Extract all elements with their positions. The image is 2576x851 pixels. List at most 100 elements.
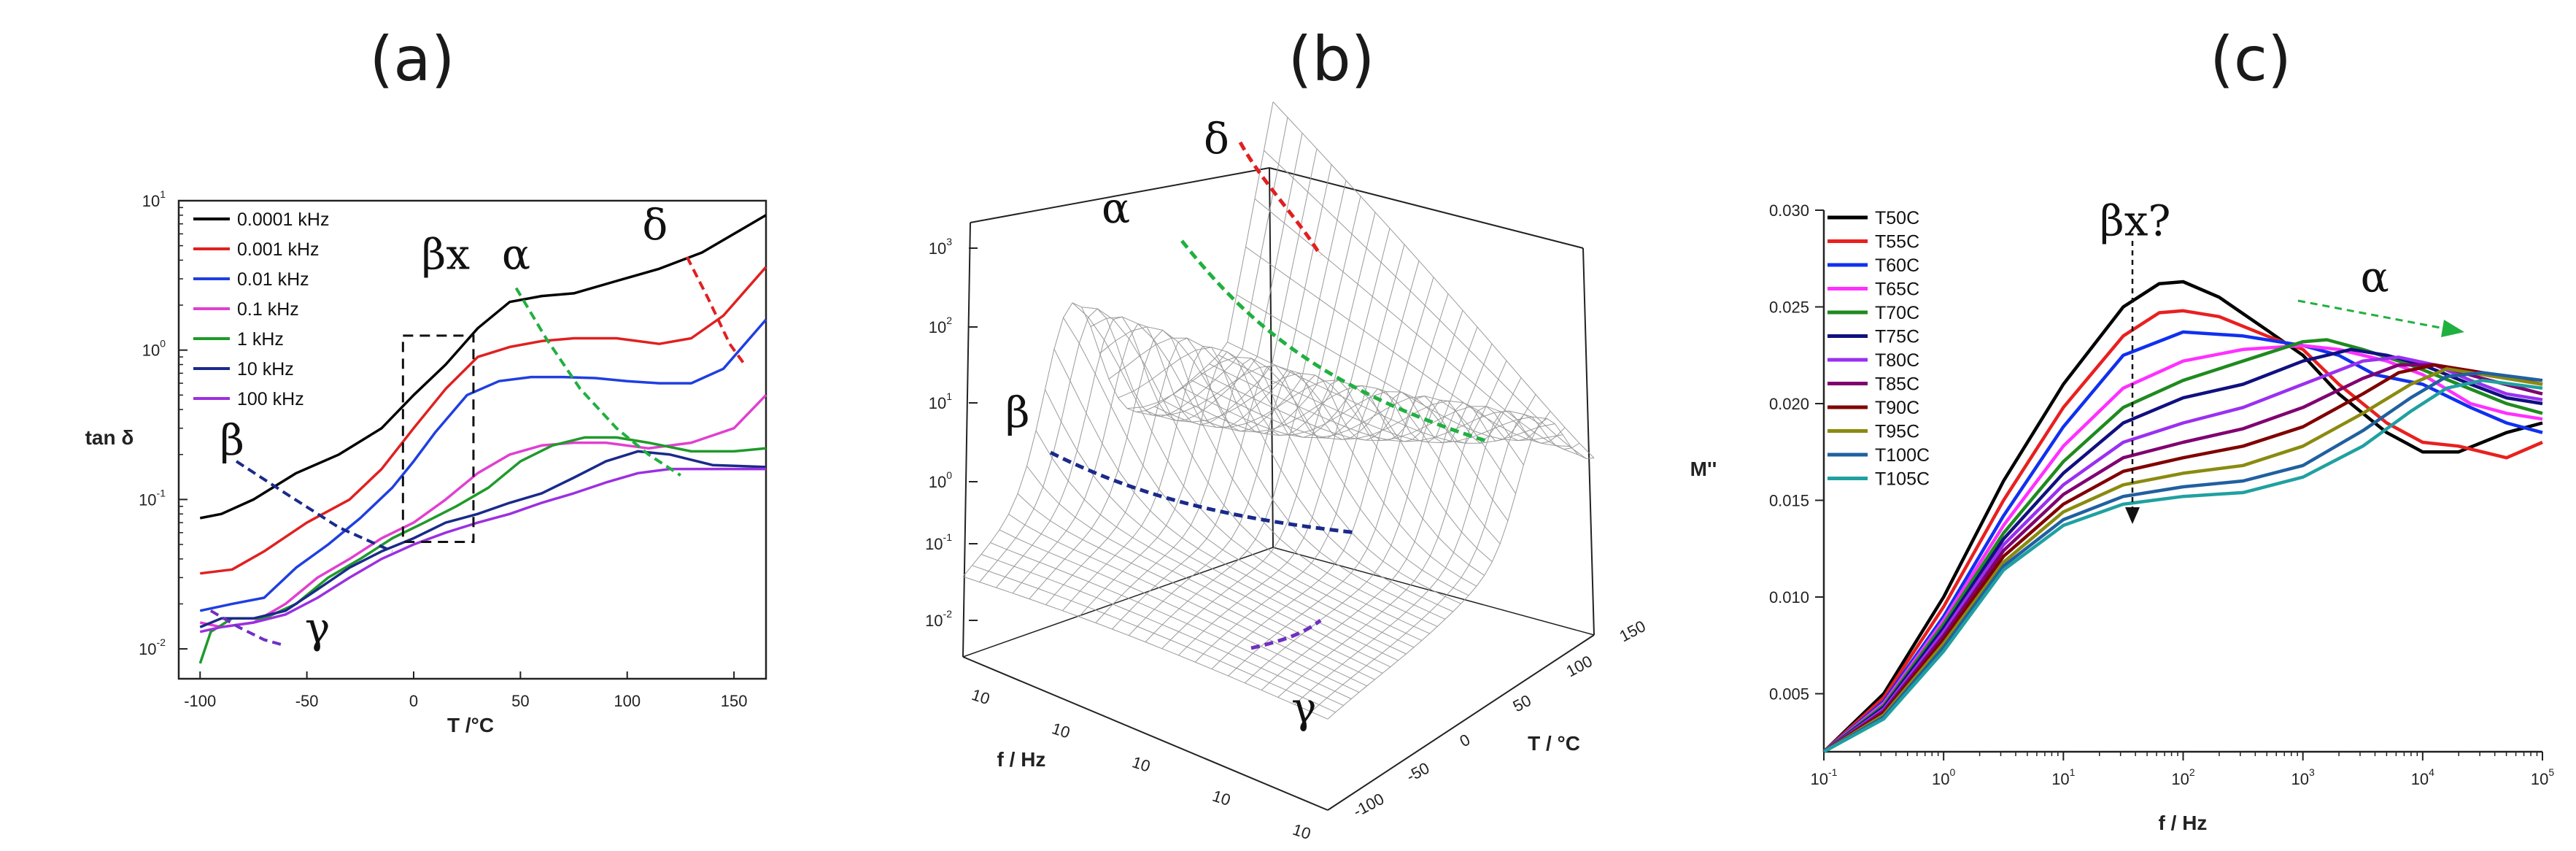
panel-b-delta-guide	[1238, 141, 1323, 257]
panel-c-x-tick-label: 103	[2291, 766, 2315, 788]
panel-b-mesh-line-v	[1045, 389, 1399, 661]
panel-a-x-tick-label: 150	[721, 692, 748, 710]
panel-b-back-top-edge	[970, 167, 1270, 223]
panel-b-T-axis: 150 100 50 0 -50 -100	[1350, 617, 1649, 820]
panel-b-label-delta: δ	[1204, 114, 1229, 163]
panel-b-f-tick-label: 10	[1291, 820, 1313, 843]
panel-b-beta-guide	[1049, 450, 1358, 535]
panel-b-mesh-line-v	[962, 576, 1328, 720]
panel-b-z-tick-label: 101	[929, 390, 952, 412]
panel-b-label-beta: β	[1005, 388, 1030, 437]
panel-c-legend-label: T75C	[1875, 327, 1919, 347]
panel-c-beta-x-arrowhead	[2125, 507, 2140, 524]
panel-a-annotation-4: δ	[642, 200, 668, 250]
panel-b-T-tick-label: -100	[1350, 790, 1388, 821]
panel-c-x-tick-label: 102	[2171, 766, 2194, 788]
panel-a-series-0	[199, 214, 767, 520]
panel-b-mesh-line-v	[980, 554, 1344, 706]
panel-a-annotations: β γ βx α δ	[220, 200, 668, 652]
panel-a-guide-1	[685, 256, 746, 366]
panel-a-y-title: tan δ	[85, 426, 134, 449]
panel-b-mesh-line-v	[1254, 199, 1579, 455]
panel-b-f-tick-label: 10	[1050, 719, 1072, 742]
panel-b-floor-back-edge	[962, 547, 1274, 658]
panel-b-mesh-line-v	[1264, 150, 1587, 459]
panel-b-f-tick-label: 10	[970, 685, 992, 708]
panel-c-y-tick-label: 0.030	[1769, 201, 1809, 220]
panel-b-mesh-line-u	[1078, 212, 1376, 617]
panel-c-series-0	[1822, 280, 2543, 753]
panel-b-f-axis-line	[962, 656, 1328, 811]
panel-label-a: (a)	[369, 23, 455, 95]
panel-b-mesh-line-v	[1136, 365, 1477, 587]
panel-a-beta-x-box	[401, 334, 475, 544]
panel-b-mesh-line-u	[1161, 293, 1449, 650]
panel-b-z-axis: 103 102 101 100 10-1 10-2	[925, 236, 978, 630]
panel-c-legend-label: T80C	[1875, 350, 1919, 371]
panel-b-mesh-line-u	[1095, 228, 1391, 623]
panel-a-x-tick-label: -100	[184, 692, 216, 710]
panel-a-x-tick-label: 50	[511, 692, 529, 710]
panel-b-surface-mesh	[962, 101, 1595, 720]
panel-b-f-tick-label: 10	[1210, 787, 1233, 809]
panel-b-T-tick-label: 0	[1457, 731, 1474, 751]
panel-a-series-5	[199, 450, 767, 628]
panel-c-series-6	[1822, 355, 2543, 753]
panel-b-mesh-line-v	[1154, 380, 1493, 563]
panel-c-alpha-arrowhead	[2441, 320, 2464, 337]
panel-a-series-1	[200, 266, 767, 575]
panel-b-mesh-line-v	[1218, 355, 1547, 444]
panel-a-legend-label: 0.1 kHz	[237, 299, 299, 320]
panel-a-annotation-2: βx	[422, 229, 470, 279]
panel-b-T-axis-line	[1327, 634, 1595, 811]
panel-b-mesh-line-v	[1063, 317, 1415, 648]
panel-b-mesh-line-v	[1272, 101, 1595, 458]
panel-b-mesh-line-v	[1199, 371, 1532, 442]
panel-b-mesh-line-v	[1118, 347, 1461, 604]
panel-b-mesh-line-v	[1072, 302, 1423, 642]
panel-c-legend-label: T70C	[1875, 303, 1919, 323]
panel-a-legend-label: 100 kHz	[237, 389, 304, 409]
panel-c-x-tick-label: 100	[1932, 766, 1955, 788]
panel-b-label-alpha: α	[1102, 183, 1130, 233]
panel-b-mesh-line-v	[1236, 294, 1563, 442]
panel-a-legend-label: 0.01 kHz	[237, 269, 309, 290]
panel-c-x-tick-label: 105	[2531, 766, 2554, 788]
panel-a-legend-label: 0.001 kHz	[237, 239, 320, 260]
panel-c-series-1	[1822, 309, 2543, 753]
panel-c-legend-label: T85C	[1875, 374, 1919, 395]
panel-a-frame	[177, 199, 767, 680]
panel-b-mesh-line-v	[990, 542, 1352, 699]
panel-a-legend: 0.0001 kHz 0.001 kHz 0.01 kHz 0.1 kHz 1 kHz 1…	[193, 209, 329, 409]
panel-a-annotation-0: β	[220, 415, 244, 465]
panel-b-mesh-line-v	[1053, 348, 1407, 655]
panel-b-mesh-line-u	[996, 133, 1303, 588]
panel-a-guide-2	[514, 287, 681, 477]
panel-b-f-tick-label: 10	[1130, 752, 1153, 775]
panel-b-z-tick-label: 100	[929, 469, 952, 491]
panel-a-series-4	[198, 436, 767, 664]
panel-label-b: (b)	[1288, 23, 1375, 95]
panel-c-x-tick-label: 104	[2411, 766, 2434, 788]
panel-b-mesh-line-v	[1245, 246, 1571, 447]
panel-c-series-8	[1822, 363, 2543, 753]
panel-c-legend-label: T90C	[1875, 398, 1919, 418]
panel-b-mesh-line-u	[979, 117, 1288, 582]
panel-b-mesh-line-v	[999, 529, 1360, 693]
panel-c-annotations: βx? α	[2100, 196, 2389, 301]
panel-b-mesh-line-v	[972, 565, 1336, 713]
panel-c-series-3	[1822, 344, 2543, 753]
panel-b-label-gamma: γ	[1291, 683, 1317, 733]
panel-a-guide-3	[209, 609, 286, 647]
panel-b-z-axis-line	[962, 222, 971, 658]
panel-c-y-tick-label: 0.005	[1769, 685, 1809, 704]
panel-c-y-tick-label: 0.015	[1769, 492, 1809, 510]
panel-b-T-tick-label: 50	[1510, 691, 1534, 716]
panel-a-y-tick-label: 101	[142, 188, 166, 210]
panel-b-mesh-line-v	[1126, 356, 1469, 596]
panel-b-z-tick-label: 102	[929, 315, 952, 336]
panel-a-x-tick-label: 100	[614, 692, 641, 710]
panel-b-mesh-line-v	[1108, 337, 1454, 612]
panel-c-legend-label: T55C	[1875, 232, 1919, 253]
panel-b-T-tick-label: 100	[1563, 652, 1596, 680]
